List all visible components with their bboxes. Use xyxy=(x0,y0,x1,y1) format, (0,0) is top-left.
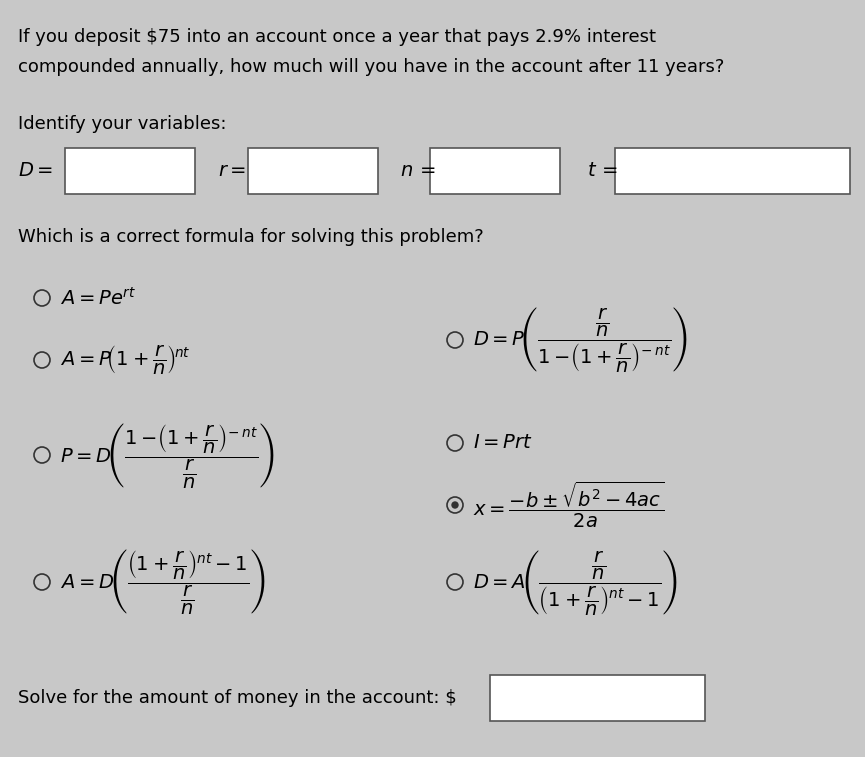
Text: Which is a correct formula for solving this problem?: Which is a correct formula for solving t… xyxy=(18,228,484,246)
Text: $D = A\!\left(\dfrac{\dfrac{r}{n}}{\left(1+\dfrac{r}{n}\right)^{nt}-1}\right)$: $D = A\!\left(\dfrac{\dfrac{r}{n}}{\left… xyxy=(473,547,678,616)
FancyBboxPatch shape xyxy=(615,148,850,194)
Circle shape xyxy=(452,502,458,508)
Text: Identify your variables:: Identify your variables: xyxy=(18,115,227,133)
FancyBboxPatch shape xyxy=(490,675,705,721)
Text: $t\,=$: $t\,=$ xyxy=(587,161,618,180)
Text: $A = P\!\left(1+\dfrac{r}{n}\right)^{\!nt}$: $A = P\!\left(1+\dfrac{r}{n}\right)^{\!n… xyxy=(60,344,190,376)
Text: $A = Pe^{rt}$: $A = Pe^{rt}$ xyxy=(60,287,137,309)
Text: $A = D\!\left(\dfrac{\left(1+\dfrac{r}{n}\right)^{nt}-1}{\dfrac{r}{n}}\right)$: $A = D\!\left(\dfrac{\left(1+\dfrac{r}{n… xyxy=(60,547,266,616)
Text: $P = D\!\left(\dfrac{1-\!\left(1+\dfrac{r}{n}\right)^{\!-nt}}{\dfrac{r}{n}}\righ: $P = D\!\left(\dfrac{1-\!\left(1+\dfrac{… xyxy=(60,420,275,490)
FancyBboxPatch shape xyxy=(430,148,560,194)
Text: compounded annually, how much will you have in the account after 11 years?: compounded annually, how much will you h… xyxy=(18,58,724,76)
Text: $D=$: $D=$ xyxy=(18,161,53,180)
Text: $I = Prt$: $I = Prt$ xyxy=(473,434,533,453)
Text: Solve for the amount of money in the account: $: Solve for the amount of money in the acc… xyxy=(18,689,457,707)
Text: $D = P\!\left(\dfrac{\dfrac{r}{n}}{1-\!\left(1+\dfrac{r}{n}\right)^{\!-nt}}\righ: $D = P\!\left(\dfrac{\dfrac{r}{n}}{1-\!\… xyxy=(473,306,688,375)
Text: If you deposit $75 into an account once a year that pays 2.9% interest: If you deposit $75 into an account once … xyxy=(18,28,656,46)
Text: $x = \dfrac{-b \pm \sqrt{b^2-4ac}}{2a}$: $x = \dfrac{-b \pm \sqrt{b^2-4ac}}{2a}$ xyxy=(473,480,664,530)
FancyBboxPatch shape xyxy=(248,148,378,194)
Text: $n\,=$: $n\,=$ xyxy=(400,161,436,180)
FancyBboxPatch shape xyxy=(65,148,195,194)
Text: $r=$: $r=$ xyxy=(218,161,247,180)
